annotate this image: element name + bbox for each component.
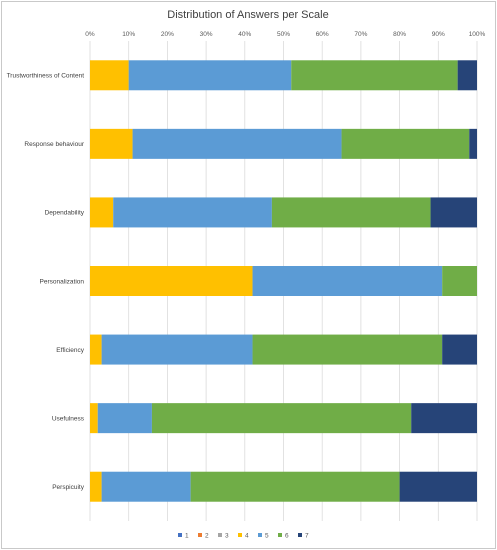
category-label: Response behaviour: [24, 141, 84, 148]
bar-segment: [101, 471, 191, 502]
legend-swatch: [278, 533, 282, 537]
bar-segment: [90, 60, 129, 91]
x-tick-label: 80%: [393, 31, 406, 38]
bar-segment: [252, 266, 443, 296]
x-tick-label: 10%: [122, 31, 135, 38]
x-tick-label: 40%: [238, 31, 251, 38]
category-label: Dependability: [45, 210, 85, 217]
category-label: Perspicuity: [52, 484, 85, 491]
bar-segment: [291, 60, 458, 91]
legend-label: 6: [285, 533, 289, 540]
legend-swatch: [218, 533, 222, 537]
x-tick-label: 100%: [469, 31, 486, 38]
bar-segment: [90, 128, 133, 159]
category-label: Trustworthiness of Content: [7, 73, 85, 80]
bar-segment: [128, 60, 292, 91]
chart-title: Distribution of Answers per Scale: [167, 9, 328, 21]
x-tick-label: 90%: [432, 31, 445, 38]
bar-segment: [90, 471, 102, 502]
legend-label: 4: [245, 533, 249, 540]
legend-swatch: [238, 533, 242, 537]
bar-segment: [457, 60, 477, 91]
bar-segment: [399, 471, 477, 502]
legend-label: 1: [185, 533, 189, 540]
x-tick-labels: 0% 10% 20% 30% 40% 50% 60% 70% 80% 90% 100%: [85, 31, 485, 38]
legend-swatch: [198, 533, 202, 537]
bar-segment: [442, 334, 477, 365]
bar-segment: [90, 403, 98, 434]
x-tick-label: 70%: [354, 31, 367, 38]
category-label: Usefulness: [52, 415, 85, 422]
x-tick-label: 60%: [316, 31, 329, 38]
bar-segment: [430, 197, 477, 228]
legend-label: 3: [225, 533, 229, 540]
x-tick-label: 30%: [200, 31, 213, 38]
legend-label: 5: [265, 533, 269, 540]
bar-segment: [411, 403, 477, 434]
category-labels: Trustworthiness of Content Response behav…: [7, 73, 85, 491]
legend-label: 2: [205, 533, 209, 540]
bar-segment: [442, 266, 477, 296]
bar-segment: [271, 197, 431, 228]
category-label: Personalization: [40, 278, 85, 285]
category-label: Efficiency: [56, 347, 84, 354]
bar-segment: [101, 334, 253, 365]
bars: [90, 60, 477, 502]
x-tick-label: 20%: [161, 31, 174, 38]
bar-segment: [90, 334, 102, 365]
x-tick-label: 0%: [85, 31, 95, 38]
legend-swatch: [178, 533, 182, 537]
legend-swatch: [298, 533, 302, 537]
legend: 1 2 3 4 5 6 7: [178, 533, 309, 540]
bar-segment: [97, 403, 152, 434]
legend-swatch: [258, 533, 262, 537]
bar-segment: [252, 334, 443, 365]
x-tick-label: 50%: [277, 31, 290, 38]
bar-segment: [113, 197, 272, 228]
bar-segment: [90, 197, 114, 228]
legend-label: 7: [305, 533, 309, 540]
bar-segment: [341, 128, 470, 159]
bar-segment: [469, 128, 477, 159]
bar-segment: [90, 266, 253, 296]
bar-segment: [132, 128, 342, 159]
bar-segment: [190, 471, 400, 502]
bar-segment: [151, 403, 412, 434]
